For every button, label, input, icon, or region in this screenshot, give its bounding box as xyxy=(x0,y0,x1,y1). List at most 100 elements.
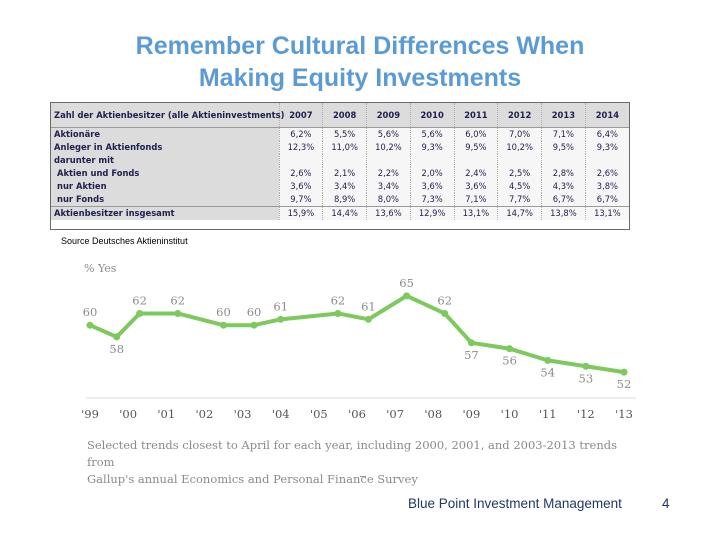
page-number: 4 xyxy=(662,496,670,511)
table-cell: 7,7% xyxy=(497,193,542,207)
table-cell: 3,4% xyxy=(322,180,367,193)
data-label: 60 xyxy=(216,305,231,319)
table-cell: 4,5% xyxy=(497,180,542,193)
x-tick-label: '09 xyxy=(463,407,481,421)
table-cell: 2,1% xyxy=(322,167,367,180)
data-label: 52 xyxy=(617,377,632,391)
data-label: 65 xyxy=(399,276,414,290)
table-cell: 2,0% xyxy=(409,167,454,180)
table-cell: 3,6% xyxy=(453,180,498,193)
table-cell: 7,1% xyxy=(453,193,498,207)
table-header-cell: 2008 xyxy=(322,103,367,128)
table-cell xyxy=(497,154,542,167)
table-cell: 9,3% xyxy=(584,141,629,154)
caption-line-1: Selected trends closest to April for eac… xyxy=(87,438,617,469)
data-point xyxy=(582,362,590,370)
data-label: 54 xyxy=(540,365,555,379)
data-point xyxy=(506,345,514,353)
x-tick-label: '11 xyxy=(539,407,557,421)
data-point xyxy=(136,309,144,317)
data-label: 56 xyxy=(502,354,517,368)
divider-dash xyxy=(360,476,366,477)
table-cell: 6,0% xyxy=(453,127,498,141)
row-label: Anleger in Aktienfonds xyxy=(51,141,279,154)
row-label: darunter mit xyxy=(51,154,279,167)
x-tick-label: '05 xyxy=(310,407,328,421)
table-cell: 3,6% xyxy=(409,180,454,193)
data-point xyxy=(334,309,342,317)
table-cell: 5,6% xyxy=(409,127,454,141)
table-row: nur Aktien 3,6% 3,4% 3,4% 3,6% 3,6% 4,5% 4,3% 3,… xyxy=(51,180,629,193)
table-cell: 14,4% xyxy=(322,206,367,220)
table-cell: 2,6% xyxy=(584,167,629,180)
row-label: nur Aktien xyxy=(51,180,279,193)
table-cell: 6,4% xyxy=(584,127,629,141)
table-cell xyxy=(409,154,454,167)
table-cell: 13,1% xyxy=(453,206,498,220)
x-tick-label: '08 xyxy=(424,407,442,421)
table-cell: 6,7% xyxy=(584,193,629,207)
table-header-cell: Zahl der Aktienbesitzer (alle Aktieninve… xyxy=(51,103,284,128)
table-header-cell: 2007 xyxy=(278,103,323,128)
data-point xyxy=(250,321,258,329)
x-tick-label: '00 xyxy=(119,407,137,421)
table-cell xyxy=(278,154,323,167)
table-row: Aktienbesitzer insgesamt 15,9% 14,4% 13,6% 1… xyxy=(51,206,629,220)
table-header-cell: 2012 xyxy=(497,103,542,128)
table-cell: 2,4% xyxy=(453,167,498,180)
table-cell: 4,3% xyxy=(541,180,586,193)
data-point xyxy=(403,292,411,300)
table-row: nur Fonds 9,7% 8,9% 8,0% 7,3% 7,1% 7,7% 6,7% 6,7… xyxy=(51,193,629,207)
data-label: 62 xyxy=(331,293,346,307)
table-cell: 5,6% xyxy=(366,127,411,141)
source-note: Source Deutsches Aktieninstitut xyxy=(61,236,188,246)
table-row: Aktionäre 6,2% 5,5% 5,6% 5,6% 6,0% 7,0% 7,1% 6,4… xyxy=(51,127,629,141)
row-label: Aktienbesitzer insgesamt xyxy=(51,206,279,220)
table-row: darunter mit xyxy=(51,154,629,167)
data-label: 58 xyxy=(109,342,124,356)
data-point xyxy=(277,315,285,323)
table-cell: 7,0% xyxy=(497,127,542,141)
row-label: Aktionäre xyxy=(51,127,279,141)
table-cell: 10,2% xyxy=(366,141,411,154)
data-point xyxy=(174,309,182,317)
table-cell: 9,5% xyxy=(453,141,498,154)
data-label: 62 xyxy=(132,293,147,307)
table-cell: 14,7% xyxy=(497,206,542,220)
table-cell: 12,9% xyxy=(409,206,454,220)
data-point xyxy=(620,368,628,376)
table-cell: 8,9% xyxy=(322,193,367,207)
x-tick-label: '02 xyxy=(196,407,214,421)
table-header-row: Zahl der Aktienbesitzer (alle Aktieninve… xyxy=(51,103,629,128)
data-point xyxy=(467,339,475,347)
table-cell: 9,3% xyxy=(409,141,454,154)
x-tick-label: '03 xyxy=(234,407,252,421)
shareholder-table-image: Zahl der Aktienbesitzer (alle Aktieninve… xyxy=(50,102,630,230)
chart-caption: Selected trends closest to April for eac… xyxy=(87,437,647,488)
table-cell: 2,5% xyxy=(497,167,542,180)
table-cell: 2,2% xyxy=(366,167,411,180)
data-point xyxy=(441,309,449,317)
table-cell: 7,3% xyxy=(409,193,454,207)
x-tick-label: '06 xyxy=(348,407,366,421)
table-cell: 3,6% xyxy=(278,180,323,193)
table-cell xyxy=(322,154,367,167)
table-cell: 15,9% xyxy=(278,206,323,220)
table-cell: 13,8% xyxy=(541,206,586,220)
caption-line-2: Gallup's annual Economics and Personal F… xyxy=(87,472,418,486)
data-label: 57 xyxy=(464,348,479,362)
table-cell xyxy=(584,154,629,167)
table-cell: 2,8% xyxy=(541,167,586,180)
table-cell: 12,3% xyxy=(278,141,323,154)
x-tick-label: '99 xyxy=(81,407,99,421)
data-label: 61 xyxy=(361,299,376,313)
data-label: 62 xyxy=(170,293,185,307)
data-point xyxy=(220,321,227,329)
table-cell xyxy=(453,154,498,167)
data-point xyxy=(113,333,121,341)
table-row: Anleger in Aktienfonds 12,3% 11,0% 10,2% 9,3… xyxy=(51,141,629,154)
gallup-line-chart: % Yes 60 58 62 62 60 60 61 62 61 65 62 57 56 54 53 52 '… xyxy=(76,260,646,435)
data-label: 60 xyxy=(247,305,262,319)
footer-text: Blue Point Investment Management xyxy=(408,496,622,511)
table-cell xyxy=(366,154,411,167)
